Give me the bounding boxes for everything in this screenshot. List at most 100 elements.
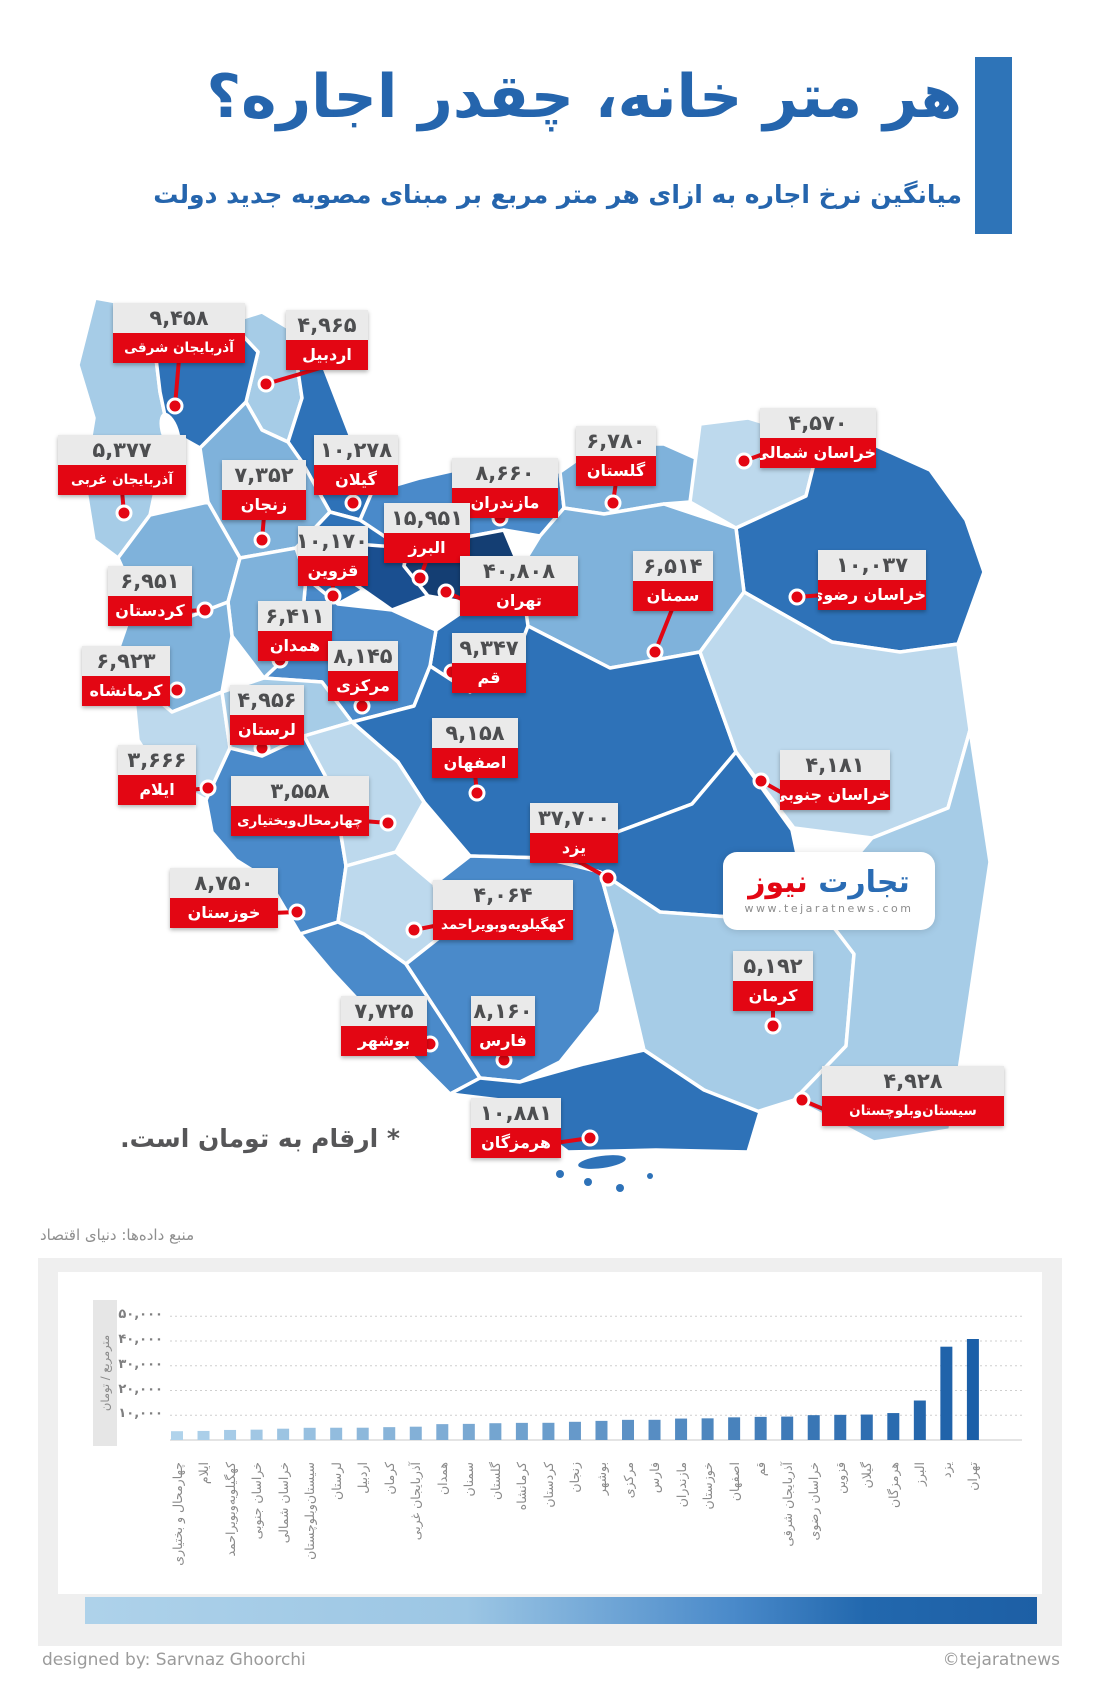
x-tick-label: سمنان: [461, 1462, 477, 1497]
bar-گلستان: [489, 1423, 502, 1440]
x-tick-label: خراسان شمالی: [275, 1462, 291, 1544]
bar-بوشهر: [595, 1420, 608, 1440]
x-tick-label: آذربایجان غربی: [408, 1462, 424, 1541]
map-dot-sistan: [793, 1091, 811, 1109]
map-dot-az-sharghi: [166, 397, 184, 415]
bar-فارس: [648, 1419, 661, 1440]
bar-البرز: [913, 1400, 926, 1440]
map-dot-gilan: [344, 494, 362, 512]
x-tick-label: اردبیل: [355, 1462, 371, 1494]
bar-زنجان: [568, 1421, 581, 1440]
bar-یزد: [940, 1346, 953, 1440]
y-tick-label: ۲۰,۰۰۰: [118, 1381, 163, 1397]
bar-اردبیل: [356, 1427, 369, 1440]
bar-سیستان‌وبلوچستان: [303, 1427, 316, 1440]
map-dot-n-khorasan: [735, 452, 753, 470]
x-tick-label: خراسان جنوبی: [249, 1462, 265, 1540]
bar-تهران: [966, 1339, 979, 1440]
bar-آذربایجان غربی: [409, 1426, 422, 1440]
x-tick-label: قم: [753, 1462, 769, 1477]
bar-همدان: [436, 1424, 449, 1440]
x-tick-label: سیستان‌وبلوچستان: [302, 1462, 318, 1560]
bar-گیلان: [860, 1414, 873, 1440]
x-tick-label: کرمان: [381, 1462, 397, 1495]
island-dot: [647, 1173, 653, 1179]
tejaratnews-logo: تجارت نیوز www.tejaratnews.com: [723, 852, 935, 930]
map-dot-kurdistan: [196, 601, 214, 619]
x-tick-label: قزوین: [832, 1462, 848, 1494]
logo-word-red: نیوز: [748, 864, 808, 900]
bar-اصفهان: [728, 1417, 741, 1440]
map-dot-kohgiluyeh: [405, 921, 423, 939]
map-dot-ilam: [199, 779, 217, 797]
x-tick-label: گیلان: [859, 1462, 875, 1489]
x-tick-label: ایلام: [196, 1462, 212, 1485]
island-dot: [584, 1178, 592, 1186]
bar-لرستان: [330, 1427, 343, 1440]
y-tick-label: ۵۰,۰۰۰: [118, 1307, 163, 1323]
page-subtitle: میانگین نرخ اجاره به ازای هر متر مربع بر…: [153, 180, 962, 209]
y-tick-label: ۴۰,۰۰۰: [118, 1332, 163, 1347]
x-tick-label: اصفهان: [726, 1462, 742, 1502]
designer-credit: designed by: Sarvnaz Ghoorchi: [42, 1650, 306, 1670]
bar-قزوین: [834, 1414, 847, 1440]
y-axis-title-band: مترمربع / تومان: [93, 1300, 117, 1446]
map-dot-yazd: [599, 869, 617, 887]
x-tick-label: فارس: [647, 1462, 663, 1494]
gradient-legend-strip: [85, 1597, 1037, 1624]
bar-مرکزی: [622, 1419, 635, 1440]
map-dot-kerman: [764, 1017, 782, 1035]
bar-سمنان: [462, 1423, 475, 1440]
map-dot-tehran: [437, 583, 455, 601]
x-tick-label: یزد: [938, 1462, 954, 1478]
bar-قم: [754, 1416, 767, 1440]
bar-آذربایجان شرقی: [781, 1416, 794, 1440]
x-tick-label: خراسان رضوی: [806, 1462, 822, 1541]
x-tick-label: چهارمحال و بختیاری: [169, 1462, 185, 1566]
map-dot-chaharmahal: [379, 814, 397, 832]
map-dot-semnan: [646, 643, 664, 661]
toman-note: * ارقام به تومان است.: [120, 1124, 400, 1153]
copyright-handle: ©tejaratnews: [942, 1650, 1060, 1670]
bar-خراسان جنوبی: [250, 1429, 263, 1440]
x-tick-label: کرمانشاه: [514, 1462, 530, 1511]
map-dot-khorasan-razavi: [788, 588, 806, 606]
x-tick-label: خوزستان: [700, 1462, 716, 1510]
bar-مازندران: [675, 1418, 688, 1440]
x-tick-label: هرمزگان: [885, 1462, 901, 1509]
bar-هرمزگان: [887, 1413, 900, 1440]
map-dot-khuzestan: [288, 903, 306, 921]
map-dot-golestan: [604, 494, 622, 512]
x-tick-label: البرز: [912, 1462, 928, 1486]
map-dot-zanjan: [253, 531, 271, 549]
qeshm-island: [578, 1155, 626, 1169]
bar-کرمان: [383, 1427, 396, 1440]
logo-word-blue: تجارت: [818, 864, 910, 900]
x-tick-label: لرستان: [328, 1462, 344, 1500]
bar-ایلام: [197, 1430, 210, 1440]
bar-خوزستان: [701, 1418, 714, 1440]
island-dot: [616, 1184, 624, 1192]
x-tick-label: تهران: [965, 1462, 981, 1491]
data-source: منبع داده‌ها: دنیای اقتصاد: [40, 1226, 195, 1244]
map-dot-az-gharbi: [115, 504, 133, 522]
province-sistan: [792, 728, 992, 1144]
x-tick-label: آذربایجان شرقی: [779, 1462, 795, 1547]
map-dot-esfahan: [468, 784, 486, 802]
x-tick-label: مازندران: [673, 1462, 689, 1508]
x-tick-label: کردستان: [540, 1462, 556, 1508]
x-tick-label: همدان: [434, 1462, 450, 1496]
x-tick-label: گلستان: [487, 1462, 503, 1501]
title-accent-bar: [975, 57, 1012, 234]
bar-خراسان شمالی: [277, 1428, 290, 1440]
bar-خراسان رضوی: [807, 1415, 820, 1440]
bar-کرمانشاه: [515, 1422, 528, 1440]
page-title: هر متر خانه، چقدر اجاره؟: [206, 62, 962, 132]
y-tick-label: ۳۰,۰۰۰: [118, 1356, 163, 1372]
bar-کهگیلویه‌وبویراحمد: [224, 1429, 237, 1440]
bar-چهارمحال و بختیاری: [171, 1431, 183, 1440]
map-dot-kermanshah: [168, 681, 186, 699]
y-tick-label: ۱۰,۰۰۰: [118, 1406, 163, 1422]
